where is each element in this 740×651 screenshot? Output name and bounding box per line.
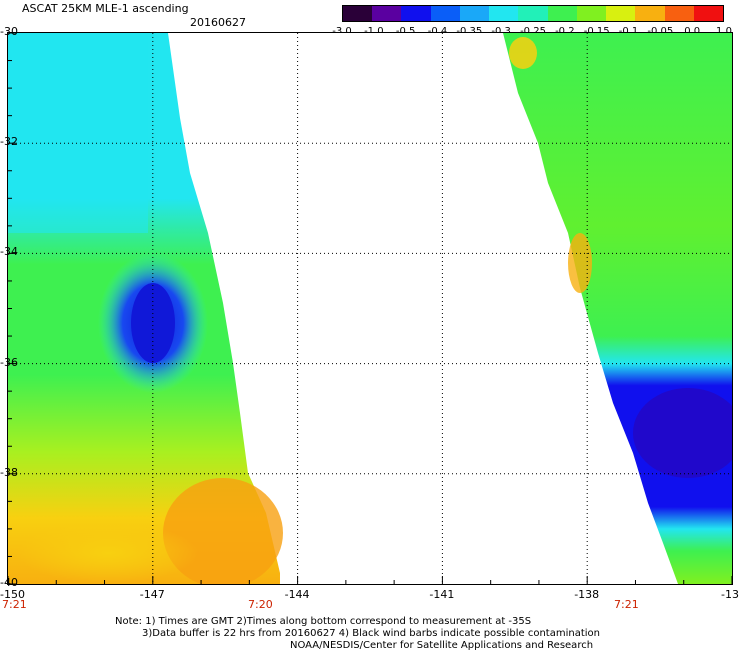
latitude-label: -38 — [0, 465, 18, 479]
latitude-label: -40 — [0, 576, 18, 589]
colorbar-segment — [489, 6, 519, 21]
right-deep-blue — [633, 388, 740, 478]
latitude-label: -32 — [0, 135, 18, 149]
colorbar-label: -1.0 — [364, 26, 384, 37]
longitude-label: -147 — [139, 588, 165, 601]
right-orange-streak — [568, 233, 592, 293]
colorbar-label: -3.0 — [332, 26, 352, 37]
colorbar-segment — [693, 6, 724, 21]
colorbar-label: -0.35 — [456, 26, 482, 37]
colorbar-label: -0.3 — [491, 26, 511, 37]
time-left-start: 7:21 — [2, 598, 27, 611]
colorbar-segment — [518, 6, 548, 21]
note-line-2: 3)Data buffer is 22 hrs from 20160627 4)… — [142, 628, 600, 639]
wind-swath-map — [7, 32, 740, 588]
colorbar-segment — [459, 6, 490, 21]
colorbar-label: -0.1 — [619, 26, 639, 37]
longitude-label: -141 — [429, 588, 455, 601]
latitude-label: -30 — [0, 25, 18, 38]
colorbar-segment — [606, 6, 636, 21]
note-line-1: Note: 1) Times are GMT 2)Times along bot… — [115, 616, 532, 627]
colorbar-segment — [372, 6, 402, 21]
longitude-label: -150 — [0, 588, 25, 601]
colorbar-label: 1.0 — [716, 26, 732, 37]
colorbar-label: -0.05 — [647, 26, 673, 37]
colorbar-segment — [430, 6, 460, 21]
map-plot — [7, 32, 740, 588]
map-grid — [8, 33, 732, 584]
colorbar-label: -0.4 — [428, 26, 448, 37]
longitude-label: -144 — [284, 588, 310, 601]
colorbar-segment — [576, 6, 607, 21]
left-yellow-area — [18, 523, 198, 583]
colorbar-segment — [664, 6, 694, 21]
right-swath — [503, 33, 732, 584]
colorbar-segment — [547, 6, 577, 21]
colorbar-label: -0.15 — [584, 26, 610, 37]
map-ticks — [7, 32, 733, 585]
longitude-label: -13 — [721, 588, 739, 601]
product-date: 20160627 — [190, 16, 246, 29]
latitude-label: -36 — [0, 355, 18, 369]
latitude-label: -34 — [0, 245, 18, 259]
colorbar-segment — [343, 6, 373, 21]
colorbar-label: -0.25 — [520, 26, 546, 37]
colorbar-segment — [401, 6, 431, 21]
time-right-start: 7:21 — [614, 598, 639, 611]
note-line-3: NOAA/NESDIS/Center for Satellite Applica… — [290, 640, 594, 651]
longitude-label: -138 — [574, 588, 600, 601]
colorbar-label: 0.0 — [684, 26, 700, 37]
time-left-end: 7:20 — [248, 598, 273, 611]
colorbar — [342, 5, 724, 22]
product-title: ASCAT 25KM MLE-1 ascending — [22, 2, 189, 15]
right-yellow-top — [509, 37, 537, 69]
colorbar-label: -0.2 — [555, 26, 575, 37]
left-swath-cyan-band — [8, 33, 148, 233]
left-low-pressure-core — [131, 283, 175, 363]
colorbar-segment — [635, 6, 665, 21]
colorbar-label: -0.5 — [396, 26, 416, 37]
